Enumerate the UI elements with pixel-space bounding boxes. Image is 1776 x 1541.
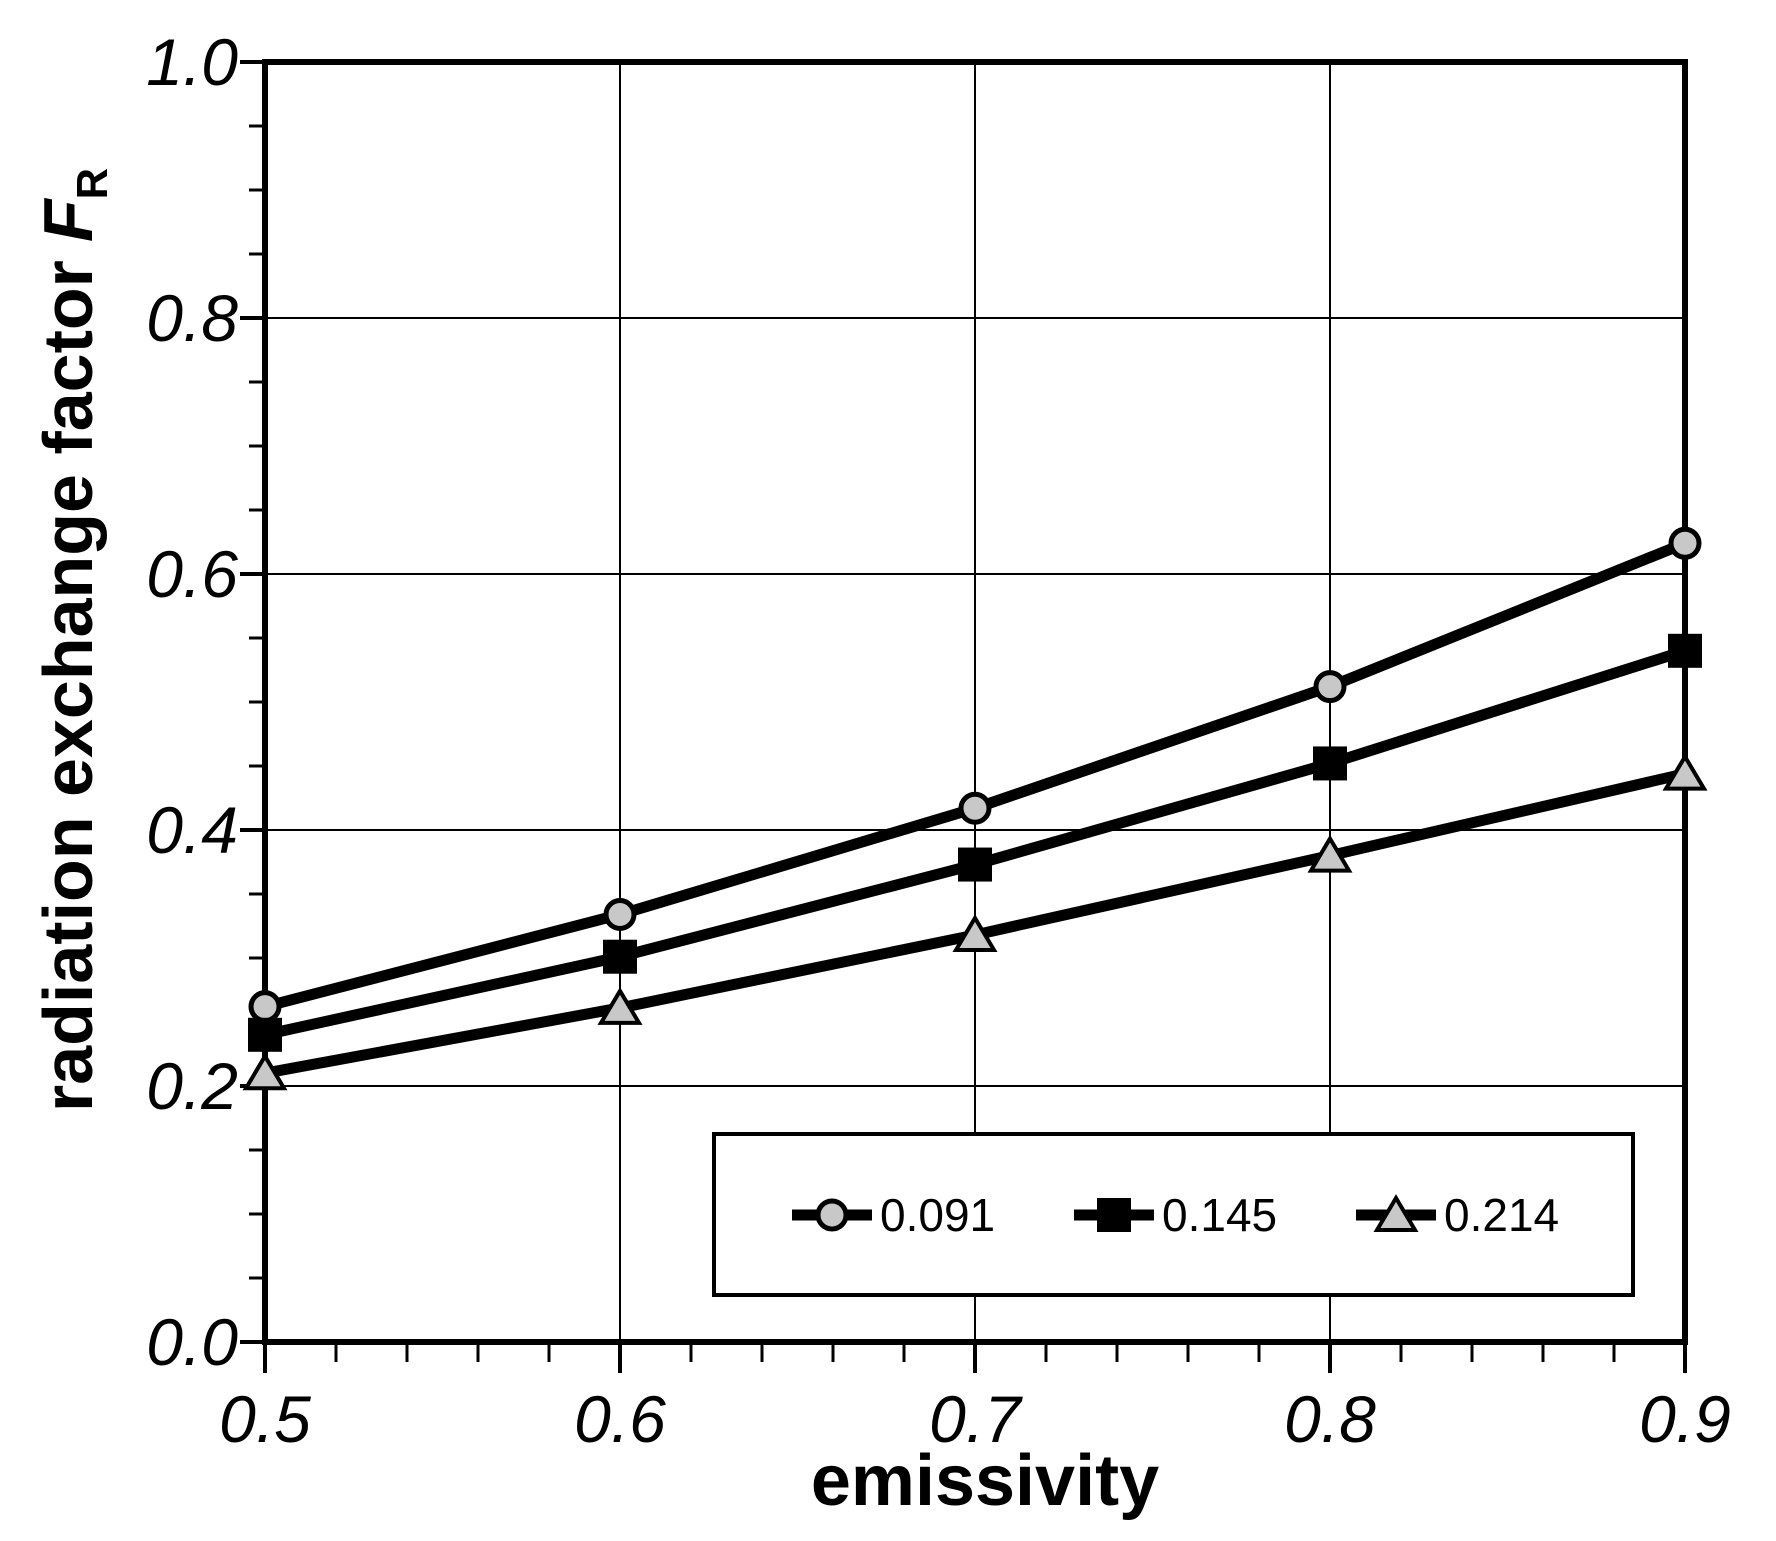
circle-marker bbox=[248, 990, 282, 1024]
circle-marker bbox=[815, 1198, 849, 1231]
x-tick-label: 0.7 bbox=[929, 1382, 1023, 1456]
series-0.145 bbox=[248, 633, 1702, 1052]
legend-series-label: 0.214 bbox=[1444, 1188, 1560, 1241]
triangle-marker bbox=[242, 1052, 288, 1091]
legend-entry: 0.214 bbox=[1354, 1188, 1559, 1242]
triangle-marker bbox=[1307, 834, 1353, 873]
y-tick-label: 0.0 bbox=[146, 1305, 238, 1379]
legend-marker-circle bbox=[792, 1198, 872, 1231]
legend-marker-triangle bbox=[1356, 1193, 1436, 1232]
series-0.214 bbox=[242, 752, 1708, 1091]
x-tick-label: 0.5 bbox=[219, 1382, 311, 1456]
y-axis-title-text: radiation exchange factor bbox=[29, 260, 107, 1113]
triangle-marker bbox=[597, 987, 643, 1025]
x-axis-title: emissivity bbox=[810, 1441, 1160, 1521]
square-marker bbox=[1097, 1197, 1131, 1232]
legend-series-label: 0.091 bbox=[880, 1188, 996, 1241]
x-axis-tick-labels: 0.5 0.6 0.7 0.8 0.9 bbox=[219, 1382, 1731, 1456]
legend-series-label: 0.145 bbox=[1162, 1188, 1278, 1241]
square-marker bbox=[1313, 746, 1347, 781]
y-axis-symbol-subscript: R bbox=[69, 167, 117, 200]
triangle-marker bbox=[1662, 752, 1708, 791]
y-tick-label: 1.0 bbox=[146, 25, 238, 99]
series-0.091 bbox=[248, 526, 1702, 1024]
y-tick-label: 0.8 bbox=[146, 281, 238, 355]
legend: 0.091 0.145 0.214 bbox=[712, 1132, 1635, 1297]
triangle-marker bbox=[952, 914, 998, 952]
square-marker bbox=[603, 939, 637, 974]
square-marker bbox=[958, 847, 992, 882]
x-tick-label: 0.6 bbox=[574, 1382, 666, 1456]
y-axis-title: radiation exchange factor FR bbox=[28, 168, 117, 1113]
square-marker bbox=[248, 1017, 282, 1052]
square-marker bbox=[1668, 633, 1702, 668]
circle-marker bbox=[1668, 526, 1702, 560]
triangle-marker bbox=[1373, 1193, 1419, 1232]
gridlines bbox=[265, 62, 1685, 1342]
y-tick-label: 0.4 bbox=[146, 793, 238, 867]
legend-entry: 0.091 bbox=[790, 1188, 995, 1242]
x-tick-label: 0.8 bbox=[1284, 1382, 1376, 1456]
x-tick-label: 0.9 bbox=[1639, 1382, 1731, 1456]
legend-entry: 0.145 bbox=[1072, 1188, 1277, 1242]
y-tick-label: 0.6 bbox=[146, 537, 238, 611]
y-axis-symbol: F bbox=[29, 199, 107, 243]
plot-border bbox=[262, 59, 1688, 1345]
circle-marker bbox=[1313, 670, 1347, 704]
circle-marker bbox=[958, 791, 992, 825]
y-axis-tick-labels: 0.0 0.2 0.4 0.6 0.8 1.0 bbox=[146, 25, 238, 1379]
y-tick-label: 0.2 bbox=[146, 1049, 238, 1123]
circle-marker bbox=[603, 897, 637, 931]
legend-marker-square bbox=[1074, 1197, 1154, 1232]
